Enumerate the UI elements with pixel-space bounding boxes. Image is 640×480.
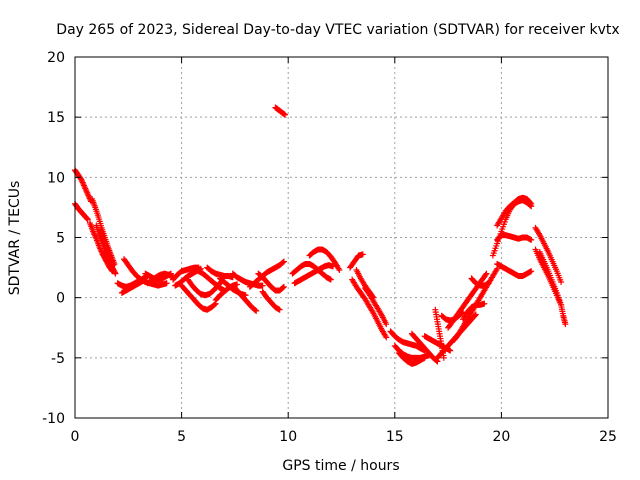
y-axis-label: SDTVAR / TECUs [7, 181, 23, 296]
plot-frame [74, 56, 609, 419]
data-point [282, 111, 289, 118]
data-point [482, 271, 489, 278]
data-point [481, 300, 488, 307]
x-tick-label: 0 [71, 429, 80, 445]
x-axis-label: GPS time / hours [282, 458, 399, 474]
x-tick-label: 15 [386, 429, 404, 445]
y-tick-label: 15 [47, 110, 65, 126]
data-point [84, 215, 91, 222]
data-point [253, 307, 260, 314]
data-point [359, 251, 366, 258]
x-tick-label: 10 [279, 429, 297, 445]
data-point [259, 282, 266, 289]
tick-labels: 0 5 10 15 20 25 -10 -5 0 5 10 15 20 [42, 50, 617, 445]
data-point [163, 280, 170, 287]
x-tick-label: 20 [492, 429, 510, 445]
data-point [558, 279, 565, 286]
y-tick-label: 5 [56, 231, 65, 247]
data-point [252, 307, 259, 314]
y-tick-label: 0 [56, 291, 65, 307]
data-point [276, 306, 283, 313]
data-point [447, 347, 454, 354]
y-tick-label: -5 [51, 351, 65, 367]
data-point [234, 281, 241, 288]
data-point [383, 321, 390, 328]
data-point [280, 284, 287, 291]
data-point [440, 354, 447, 361]
x-tick-label: 5 [177, 429, 186, 445]
data-point [280, 283, 287, 290]
data-point [211, 301, 218, 308]
data-point [433, 357, 440, 364]
data-point [483, 270, 490, 277]
data-point [336, 266, 343, 273]
data-point [471, 312, 478, 319]
data-point [528, 200, 535, 207]
y-tick-label: -10 [42, 411, 65, 427]
data-point [383, 334, 390, 341]
data-point [485, 280, 492, 287]
chart-title: Day 265 of 2023, Sidereal Day-to-day VTE… [56, 22, 619, 38]
data-point [110, 262, 117, 269]
y-tick-label: 20 [47, 50, 65, 66]
data-point [167, 270, 174, 277]
data-point [280, 259, 287, 266]
data-point [421, 354, 428, 361]
y-tick-label: 10 [47, 170, 65, 186]
data-point [327, 276, 334, 283]
data-point [280, 258, 287, 265]
x-tick-label: 25 [599, 429, 617, 445]
data-point [528, 236, 535, 243]
grid [75, 57, 608, 418]
data-point [562, 321, 569, 328]
data-point [527, 199, 534, 206]
data-point [84, 216, 91, 223]
data-point [472, 311, 479, 318]
data-points [72, 104, 569, 367]
data-point [112, 270, 119, 277]
data-point [528, 268, 535, 275]
data-point [111, 269, 118, 276]
